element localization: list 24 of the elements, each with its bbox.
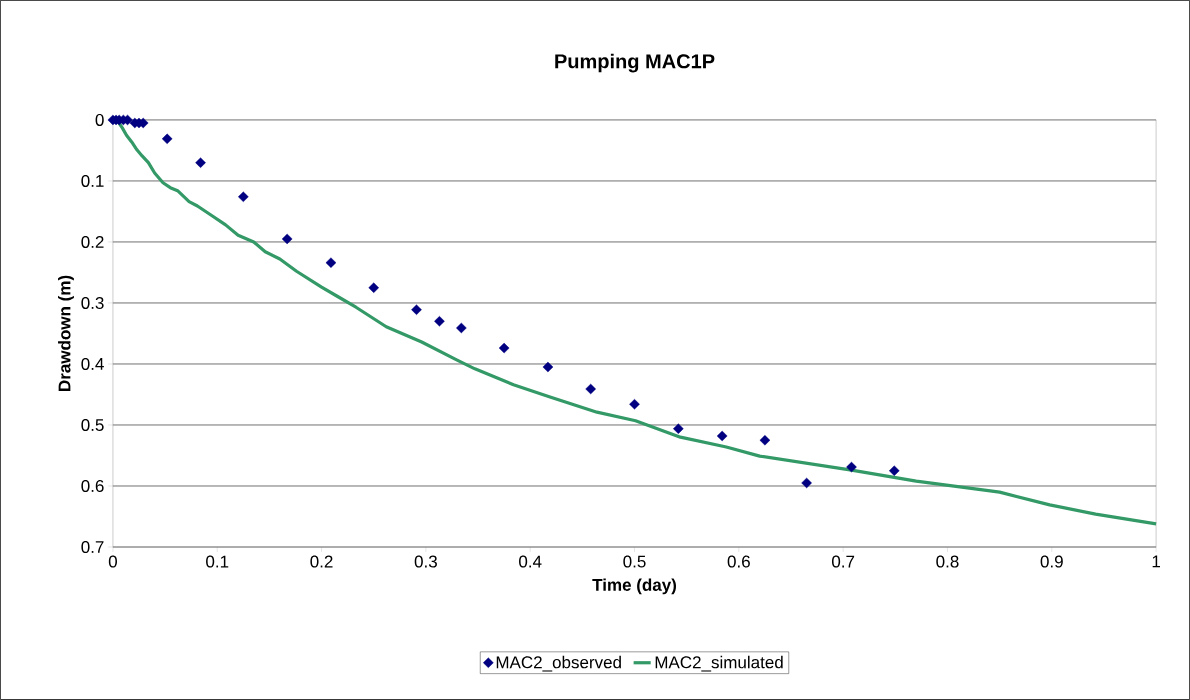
x-tick-label: 0.6: [727, 555, 750, 568]
y-tick-label: 0.6: [81, 480, 104, 493]
x-axis-title: Time (day): [592, 578, 677, 595]
legend-label: MAC2_simulated: [655, 655, 783, 672]
x-tick-label: 0.4: [519, 555, 542, 568]
x-tick-label: 0.2: [310, 555, 333, 568]
x-tick-label: 1: [1152, 555, 1161, 568]
chart-title: Pumping MAC1P: [555, 53, 715, 73]
y-tick-label: 0: [95, 113, 104, 126]
x-tick-label: 0.3: [414, 555, 437, 568]
x-tick-label: 0.5: [623, 555, 646, 568]
x-tick-label: 0.8: [936, 555, 959, 568]
y-tick-label: 0.4: [81, 357, 104, 371]
y-tick-label: 0.3: [81, 296, 104, 310]
y-tick-label: 0.5: [81, 418, 104, 432]
y-tick-label: 0.1: [81, 174, 104, 187]
x-tick-label: 0.9: [1040, 555, 1063, 568]
x-tick-label: 0.7: [831, 555, 855, 568]
x-tick-label: 0.1: [206, 555, 229, 568]
y-tick-label: 0.2: [81, 235, 104, 249]
y-tick-label: 0.7: [81, 541, 104, 554]
legend-label: MAC2_observed: [496, 655, 621, 672]
y-axis-title: Drawdown (m): [58, 275, 74, 391]
x-tick-label: 0: [108, 555, 117, 568]
